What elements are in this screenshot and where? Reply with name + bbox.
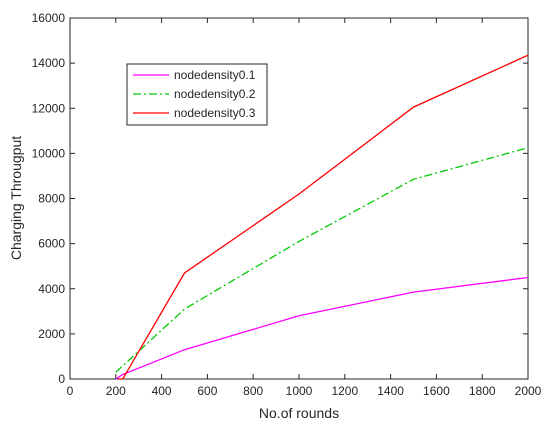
y-tick-label: 8000: [38, 192, 65, 206]
y-tick-label: 16000: [32, 11, 66, 25]
x-tick-label: 2000: [515, 384, 542, 398]
legend: nodedensity0.1 nodedensity0.2 nodedensity0…: [126, 63, 268, 126]
series-line-nodedensity0.3: [118, 54, 529, 380]
x-axis-label: No.of rounds: [259, 405, 339, 421]
x-tick-label: 200: [106, 384, 126, 398]
x-tick-label: 0: [67, 384, 74, 398]
y-tick-label: 12000: [32, 101, 66, 115]
y-axis-label: Charging Througput: [8, 136, 24, 260]
x-tick-label: 800: [243, 384, 263, 398]
x-tick-label: 1200: [331, 384, 358, 398]
x-tick-label: 1000: [286, 384, 313, 398]
y-tick-label: 10000: [32, 146, 66, 160]
y-tick-label: 6000: [38, 237, 65, 251]
x-tick-label: 1600: [423, 384, 450, 398]
series-line-nodedensity0.2: [115, 147, 529, 373]
series-layer: [115, 54, 529, 380]
y-tick-label: 4000: [38, 282, 65, 296]
axis-ticks: 0 200 400 600 800 1000 1200 1400 1600 1800 2000 0 20…: [32, 11, 542, 398]
series-line-nodedensity0.1: [115, 276, 529, 380]
x-tick-label: 1400: [377, 384, 404, 398]
y-tick-label: 0: [58, 372, 65, 386]
y-tick-label: 14000: [32, 56, 66, 70]
x-tick-label: 400: [152, 384, 172, 398]
legend-label: nodedensity0.1: [174, 68, 256, 82]
legend-label: nodedensity0.3: [174, 106, 256, 120]
legend-label: nodedensity0.2: [174, 87, 256, 101]
x-tick-label: 600: [197, 384, 217, 398]
x-tick-label: 1800: [469, 384, 496, 398]
y-tick-label: 2000: [38, 327, 65, 341]
